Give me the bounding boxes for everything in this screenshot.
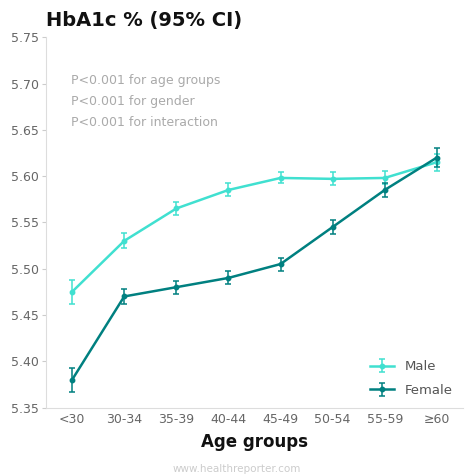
Text: HbA1c % (95% CI): HbA1c % (95% CI): [46, 11, 242, 30]
X-axis label: Age groups: Age groups: [201, 433, 308, 451]
Text: P<0.001 for age groups
P<0.001 for gender
P<0.001 for interaction: P<0.001 for age groups P<0.001 for gende…: [71, 74, 220, 129]
Legend: Male, Female: Male, Female: [366, 356, 456, 401]
Text: www.healthreporter.com: www.healthreporter.com: [173, 464, 301, 474]
